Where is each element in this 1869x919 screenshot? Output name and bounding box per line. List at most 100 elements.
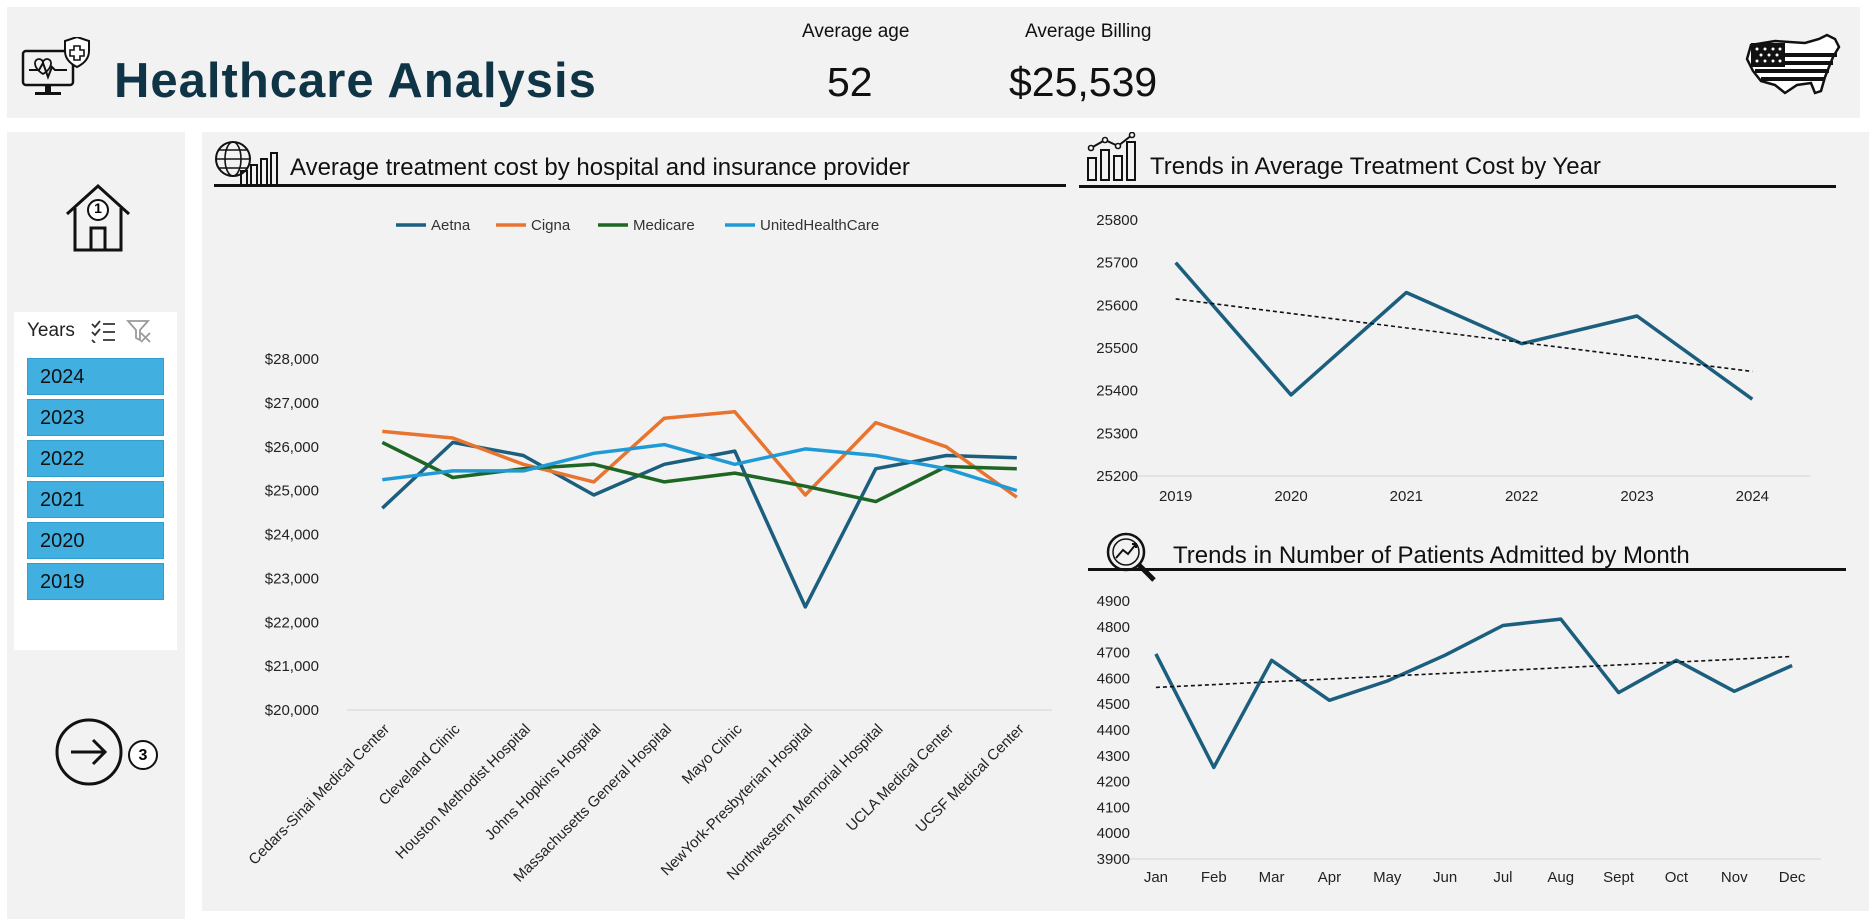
month-y-tick-label: 4700 xyxy=(1097,645,1130,662)
hospital-x-tick-label-mayo-clinic: Mayo Clinic xyxy=(679,720,746,787)
year-y-tick-label: 25600 xyxy=(1096,297,1138,314)
year-chart-title: Trends in Average Treatment Cost by Year xyxy=(1150,153,1601,180)
month-y-tick-label: 4200 xyxy=(1097,774,1130,791)
hospital-x-tick-label-massachusetts-general-hospital: Massachusetts General Hospital xyxy=(510,721,675,886)
month-x-tick-label-nov: Nov xyxy=(1721,869,1748,886)
month-y-tick-label: 4300 xyxy=(1097,748,1130,765)
clear-filter-icon[interactable] xyxy=(126,318,152,344)
charts-canvas: $20,000 $21,000 $22,000 $23,000 $24,000 $25,0… xyxy=(245,212,1821,886)
bar-chart-trend-icon xyxy=(1087,132,1136,181)
home-button[interactable]: 1 xyxy=(63,182,133,254)
month-x-tick-label-feb: Feb xyxy=(1201,869,1227,886)
hospital-y-tick-label: $20,000 xyxy=(265,702,319,719)
hospital-series-line-aetna xyxy=(381,440,1017,609)
page-badge-circle xyxy=(128,740,158,770)
hospital-x-tick-label-johns-hopkins-hospital: Johns Hopkins Hospital xyxy=(482,721,605,844)
hospital-y-tick-label: $21,000 xyxy=(265,658,319,675)
year-chart-rule xyxy=(1079,185,1836,188)
global-chart-icon xyxy=(215,141,278,186)
year-y-tick-label: 25400 xyxy=(1096,383,1138,400)
legend-label-cigna: Cigna xyxy=(531,217,571,234)
dashboard-main: Average treatment cost by hospital and i… xyxy=(202,132,1869,911)
year-x-tick-label-2020: 2020 xyxy=(1274,488,1307,505)
year-y-tick-label: 25800 xyxy=(1096,212,1138,229)
month-y-tick-label: 4500 xyxy=(1097,696,1130,713)
kpi-average-age-label: Average age xyxy=(802,21,910,42)
slicer-item-2023[interactable]: 2023 xyxy=(27,399,164,436)
year-y-tick-label: 25500 xyxy=(1096,340,1138,357)
year-x-tick-label-2019: 2019 xyxy=(1159,488,1192,505)
kpi-average-age-value: 52 xyxy=(827,59,873,105)
slicer-item-2020[interactable]: 2020 xyxy=(27,522,164,559)
month-x-tick-label-aug: Aug xyxy=(1547,869,1574,886)
year-y-tick-label: 25700 xyxy=(1096,255,1138,272)
kpi-average-billing-value: $25,539 xyxy=(1009,59,1158,105)
header-bar: Healthcare Analysis Average age 52 Avera… xyxy=(7,7,1860,118)
month-x-tick-label-jun: Jun xyxy=(1433,869,1457,886)
usa-flag-map-icon xyxy=(1745,33,1841,95)
month-x-tick-label-mar: Mar xyxy=(1259,869,1285,886)
year-y-tick-label: 25200 xyxy=(1096,468,1138,485)
month-x-tick-label-jan: Jan xyxy=(1144,869,1168,886)
month-chart-rule xyxy=(1088,568,1846,571)
month-series-line-month xyxy=(1154,617,1793,770)
slicer-item-2022[interactable]: 2022 xyxy=(27,440,164,477)
year-x-tick-label-2022: 2022 xyxy=(1505,488,1538,505)
month-trendline xyxy=(1155,655,1793,689)
month-x-tick-label-may: May xyxy=(1373,869,1402,886)
hospital-x-tick-label-newyork-presbyterian-hospital: NewYork-Presbyterian Hospital xyxy=(658,721,816,879)
month-y-tick-label: 4800 xyxy=(1097,619,1130,636)
hospital-y-tick-label: $22,000 xyxy=(265,614,319,631)
hospital-y-tick-label: $27,000 xyxy=(265,395,319,412)
home-icon xyxy=(65,183,131,252)
hospital-series-line-unitedhealthcare xyxy=(382,442,1018,493)
health-monitor-icon xyxy=(21,37,90,95)
month-chart-title: Trends in Number of Patients Admitted by… xyxy=(1173,542,1690,569)
page-title: Healthcare Analysis xyxy=(114,54,597,108)
hospital-y-tick-label: $25,000 xyxy=(265,483,319,500)
month-y-tick-label: 4900 xyxy=(1097,593,1130,610)
hospital-y-tick-label: $24,000 xyxy=(265,527,319,544)
year-x-tick-label-2021: 2021 xyxy=(1390,488,1423,505)
kpi-average-billing-label: Average Billing xyxy=(1025,21,1152,42)
magnifier-trend-icon xyxy=(1106,532,1156,582)
hospital-chart-rule xyxy=(214,184,1066,187)
year-x-tick-label-2023: 2023 xyxy=(1620,488,1653,505)
slicer-title: Years xyxy=(27,320,75,341)
slicer-item-2019[interactable]: 2019 xyxy=(27,563,164,600)
next-page-badge: 3 xyxy=(138,747,148,764)
month-y-tick-label: 4100 xyxy=(1097,799,1130,816)
month-x-tick-label-dec: Dec xyxy=(1779,869,1806,886)
hospital-y-tick-label: $26,000 xyxy=(265,439,319,456)
month-y-tick-label: 3900 xyxy=(1097,851,1130,868)
hospital-y-tick-label: $23,000 xyxy=(265,570,319,587)
multi-select-icon[interactable] xyxy=(90,319,116,343)
month-x-tick-label-apr: Apr xyxy=(1318,869,1341,886)
year-series-line-year xyxy=(1174,261,1754,401)
hospital-chart-title: Average treatment cost by hospital and i… xyxy=(290,154,910,181)
slicer-item-2024[interactable]: 2024 xyxy=(27,358,164,395)
month-x-tick-label-jul: Jul xyxy=(1493,869,1512,886)
years-slicer: Years 2024 2023 2022 2021 2020 2019 xyxy=(14,312,177,650)
next-page-button[interactable] xyxy=(53,716,125,788)
hospital-series-line-medicare xyxy=(381,440,1017,504)
year-y-tick-label: 25300 xyxy=(1096,425,1138,442)
month-x-tick-label-oct: Oct xyxy=(1665,869,1689,886)
month-y-tick-label: 4600 xyxy=(1097,670,1130,687)
legend-label-medicare: Medicare xyxy=(633,217,695,234)
hospital-series-line-cigna xyxy=(382,409,1018,499)
month-y-tick-label: 4400 xyxy=(1097,722,1130,739)
hospital-x-tick-label-cedars-sinai-medical-center: Cedars-Sinai Medical Center xyxy=(245,721,393,869)
legend-label-aetna: Aetna xyxy=(431,217,471,234)
hospital-x-tick-label-northwestern-memorial-hospital: Northwestern Memorial Hospital xyxy=(724,721,887,884)
month-x-tick-label-sept: Sept xyxy=(1603,869,1635,886)
arrow-right-icon xyxy=(55,718,123,786)
year-x-tick-label-2024: 2024 xyxy=(1736,488,1769,505)
slicer-item-2021[interactable]: 2021 xyxy=(27,481,164,518)
year-trendline xyxy=(1175,298,1753,373)
legend-label-unitedhealthcare: UnitedHealthCare xyxy=(760,217,879,234)
sidebar: 1 Years 2024 2023 2022 2021 2020 2019 3 xyxy=(7,132,185,919)
home-badge: 1 xyxy=(94,200,102,216)
hospital-y-tick-label: $28,000 xyxy=(265,351,319,368)
month-y-tick-label: 4000 xyxy=(1097,825,1130,842)
